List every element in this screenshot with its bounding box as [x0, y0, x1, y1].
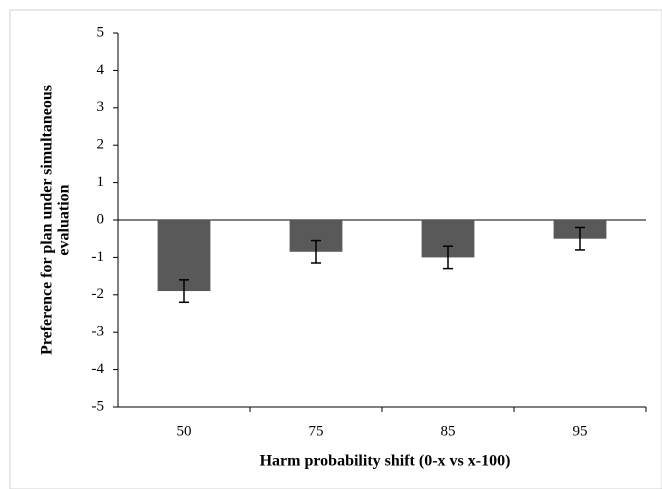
y-tick-label: 4: [97, 62, 105, 78]
error-bar: [179, 279, 189, 304]
x-tick-label: 85: [441, 423, 456, 439]
y-tick-label: 0: [97, 211, 105, 227]
y-tick-label: 5: [97, 24, 105, 40]
error-bar: [311, 239, 321, 264]
y-tick-label: -5: [92, 398, 105, 414]
error-bar: [443, 245, 453, 270]
y-tick-label: 2: [97, 137, 105, 153]
y-tick-label: -2: [92, 286, 105, 302]
x-tick-label: 50: [177, 423, 192, 439]
y-tick-label: 1: [97, 174, 105, 190]
x-tick-label: 75: [309, 423, 324, 439]
y-axis-title-line: Preference for plan under simultaneous: [39, 85, 56, 355]
y-tick-label: -1: [92, 249, 105, 265]
y-tick-label: -4: [92, 361, 105, 377]
x-tick-label: 95: [573, 423, 588, 439]
chart-border: [9, 9, 662, 489]
error-bar: [575, 226, 585, 251]
y-tick-label: 3: [97, 99, 105, 115]
x-axis-title: Harm probability shift (0-x vs x-100): [260, 453, 511, 470]
y-axis-title: Preference for plan under simultaneous e…: [39, 85, 73, 355]
y-axis-title-line: evaluation: [56, 184, 73, 255]
y-tick-label: -3: [92, 324, 105, 340]
